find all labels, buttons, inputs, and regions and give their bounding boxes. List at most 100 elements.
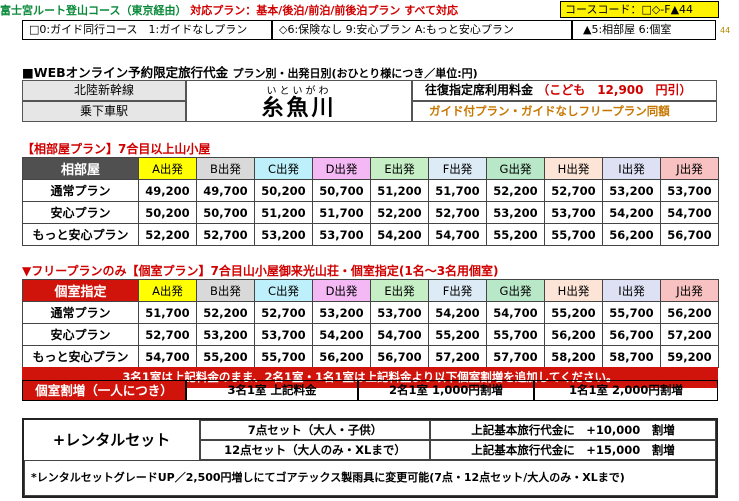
course-title: 富士宮ルート登山コース（東京経由）	[0, 4, 187, 17]
rental-set7: 7点セット（大人・子供）	[200, 420, 430, 440]
price-cell: 58,200	[544, 345, 603, 368]
price-cell: 56,200	[544, 323, 603, 346]
insurance-plan-codes: ◇6:保険なし 9:安心プラン A:もっと安心プラン	[272, 20, 572, 40]
price-cell: 57,200	[660, 323, 719, 346]
price-cell: 54,700	[138, 345, 197, 368]
child-fare: （こども 12,900 円引）	[537, 83, 692, 97]
price-cell: 53,700	[660, 179, 719, 202]
plans-label: 対応プラン：基本/後泊/前泊/前後泊プラン	[190, 4, 401, 17]
shared-room-header-row: 相部屋 A出発 B出発 C出発 D出発 E出発 F出発 G出発 H出発 I出発 …	[22, 157, 719, 180]
price-cell: 57,700	[486, 345, 545, 368]
city-kana: いといがわ	[266, 86, 332, 97]
fare-title: ■WEBオンライン予約限定旅行代金	[22, 65, 229, 80]
single-surcharge-one: 1名1室 2,000円割増	[534, 380, 718, 401]
price-cell: 52,700	[544, 179, 603, 202]
table-row: 通常プラン 49,200 49,700 50,200 50,700 51,200…	[22, 179, 719, 202]
price-cell: 55,700	[254, 345, 313, 368]
price-cell: 52,200	[138, 223, 197, 246]
station-city-box: いといがわ 糸魚川	[186, 80, 412, 122]
price-cell: 51,200	[370, 179, 429, 202]
price-cell: 55,700	[602, 301, 661, 324]
table-row: もっと安心プラン 52,200 52,700 53,200 53,700 54,…	[22, 223, 719, 246]
price-cell: 55,200	[486, 223, 545, 246]
shared-room-table: 相部屋 A出発 B出発 C出発 D出発 E出発 F出発 G出発 H出発 I出発 …	[22, 157, 719, 246]
col-h: H出発	[544, 279, 603, 302]
price-cell: 51,700	[312, 201, 371, 224]
price-cell: 55,200	[428, 323, 487, 346]
col-c: C出発	[254, 157, 313, 180]
col-b: B出発	[196, 157, 255, 180]
price-cell: 56,700	[370, 345, 429, 368]
price-cell: 49,700	[196, 179, 255, 202]
price-cell: 54,200	[312, 323, 371, 346]
line-name: 北陸新幹線	[22, 80, 186, 101]
price-cell: 56,700	[602, 323, 661, 346]
price-cell: 51,200	[254, 201, 313, 224]
guide-note: ガイド付プラン・ガイドなしフリープラン同額	[412, 101, 717, 122]
col-a: A出発	[138, 157, 197, 180]
guide-plan-codes: □0:ガイド同行コース 1:ガイドなしプラン	[22, 20, 272, 40]
single-surcharge-two: 2名1室 1,000円割増	[358, 380, 534, 401]
table-row: もっと安心プラン 54,700 55,200 55,700 56,200 56,…	[22, 345, 719, 368]
rental-set7-price: 上記基本旅行代金に +10,000 割増	[430, 420, 716, 440]
price-cell: 50,700	[196, 201, 255, 224]
col-g: G出発	[486, 157, 545, 180]
col-f: F出発	[428, 279, 487, 302]
col-j: J出発	[660, 157, 719, 180]
price-cell: 50,200	[254, 179, 313, 202]
shared-room-corner: 相部屋	[22, 157, 139, 180]
col-d: D出発	[312, 279, 371, 302]
fare-subtitle: プラン別・出発日別(おひとり様につき／単位:円)	[232, 67, 478, 80]
price-cell: 55,700	[486, 323, 545, 346]
col-i: I出発	[602, 157, 661, 180]
col-e: E出発	[370, 279, 429, 302]
reserved-fare: 往復指定席利用料金 （こども 12,900 円引）	[412, 80, 717, 101]
plans-all: すべて対応	[404, 4, 458, 17]
row-label: もっと安心プラン	[22, 223, 139, 246]
price-cell: 54,200	[428, 301, 487, 324]
price-cell: 54,700	[428, 223, 487, 246]
price-cell: 52,200	[196, 301, 255, 324]
price-cell: 53,700	[370, 301, 429, 324]
course-code: コースコード：□◇-F▲44	[560, 1, 719, 18]
private-room-table: 個室指定 A出発 B出発 C出発 D出発 E出発 F出発 G出発 H出発 I出発…	[22, 279, 719, 368]
price-cell: 51,700	[138, 301, 197, 324]
rental-section	[22, 418, 718, 498]
city-name: 糸魚川	[261, 96, 337, 121]
price-cell: 52,700	[196, 223, 255, 246]
col-a: A出発	[138, 279, 197, 302]
price-cell: 54,200	[602, 201, 661, 224]
price-cell: 56,200	[660, 301, 719, 324]
row-label: もっと安心プラン	[22, 345, 139, 368]
course-header: 富士宮ルート登山コース（東京経由） 対応プラン：基本/後泊/前泊/前後泊プラン …	[0, 2, 560, 18]
price-cell: 52,700	[254, 301, 313, 324]
private-room-title: ▼フリープランのみ【個室プラン】7合目山小屋御来光山荘・個室指定(1名～3名用個…	[22, 264, 499, 278]
private-room-header-row: 個室指定 A出発 B出発 C出発 D出発 E出発 F出発 G出発 H出発 I出発…	[22, 279, 719, 302]
col-h: H出発	[544, 157, 603, 180]
reserved-fare-label: 往復指定席利用料金	[425, 83, 534, 97]
price-cell: 57,200	[428, 345, 487, 368]
single-surcharge-label: 個室割増（一人につき）	[22, 380, 186, 401]
price-cell: 53,200	[254, 223, 313, 246]
price-cell: 52,700	[428, 201, 487, 224]
price-cell: 53,700	[544, 201, 603, 224]
price-cell: 52,200	[370, 201, 429, 224]
price-cell: 50,700	[312, 179, 371, 202]
price-cell: 53,200	[602, 179, 661, 202]
small-code: 44	[720, 26, 731, 35]
single-surcharge-three: 3名1室 上記料金	[186, 380, 358, 401]
col-g: G出発	[486, 279, 545, 302]
rental-title: +レンタルセット	[24, 420, 200, 460]
col-b: B出発	[196, 279, 255, 302]
price-cell: 49,200	[138, 179, 197, 202]
price-cell: 54,700	[486, 301, 545, 324]
price-cell: 56,200	[602, 223, 661, 246]
price-cell: 53,200	[312, 301, 371, 324]
price-cell: 53,700	[254, 323, 313, 346]
col-e: E出発	[370, 157, 429, 180]
shared-room-title: 【相部屋プラン】7合目以上山小屋	[22, 142, 211, 156]
price-cell: 51,700	[428, 179, 487, 202]
price-cell: 58,700	[602, 345, 661, 368]
rental-set12-price: 上記基本旅行代金に +15,000 割増	[430, 440, 716, 460]
fare-section-title: ■WEBオンライン予約限定旅行代金 プラン別・出発日別(おひとり様につき／単位:…	[22, 62, 582, 80]
